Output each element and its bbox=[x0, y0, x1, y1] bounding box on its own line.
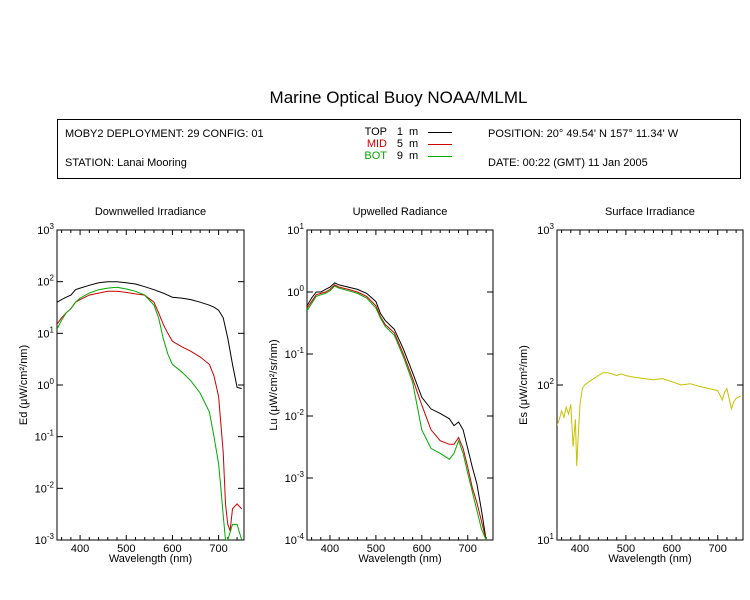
x-tick-label: 700 bbox=[209, 543, 227, 555]
series-line-bot bbox=[307, 285, 487, 540]
y-tick-label: 101 bbox=[287, 222, 304, 237]
x-axis-label: Wavelength (nm) bbox=[608, 553, 691, 565]
y-axis-label: Ed (μW/cm²/nm) bbox=[18, 345, 30, 425]
y-tick-label: 10-1 bbox=[285, 346, 305, 361]
y-tick-label: 102 bbox=[537, 377, 554, 392]
y-tick-label: 100 bbox=[287, 284, 304, 299]
y-tick-label: 101 bbox=[537, 532, 554, 547]
y-tick-label: 10-2 bbox=[35, 480, 55, 495]
legend-line bbox=[428, 144, 452, 145]
info-box: MOBY2 DEPLOYMENT: 29 CONFIG: 01 STATION:… bbox=[57, 119, 741, 179]
y-axis-label: Es (μW/cm²/nm) bbox=[518, 345, 530, 425]
legend-depth: 1 bbox=[396, 126, 403, 138]
series-line-top bbox=[307, 282, 487, 540]
station-label: STATION: Lanai Mooring bbox=[65, 157, 187, 169]
x-tick-label: 600 bbox=[413, 543, 431, 555]
series-line-mid bbox=[307, 284, 487, 540]
upwelled-radiance-chart: Upwelled Radiance 400 500 600 700 10-4 10-3 10-… bbox=[268, 206, 494, 565]
x-axis-label: Wavelength (nm) bbox=[358, 553, 441, 565]
legend-name: BOT bbox=[364, 150, 387, 162]
x-tick-label: 400 bbox=[71, 543, 89, 555]
legend-unit: m bbox=[409, 138, 419, 150]
legend-line bbox=[428, 132, 452, 133]
x-tick-label: 700 bbox=[459, 543, 477, 555]
y-tick-label: 100 bbox=[37, 377, 54, 392]
legend-name: MID bbox=[366, 138, 387, 150]
chart-title: Marine Optical Buoy NOAA/MLML bbox=[269, 88, 528, 107]
x-tick-label: 500 bbox=[117, 543, 135, 555]
y-tick-label: 103 bbox=[537, 222, 554, 237]
x-tick-label: 600 bbox=[663, 543, 681, 555]
x-axis-label: Wavelength (nm) bbox=[109, 553, 192, 565]
y-tick-label: 10-3 bbox=[35, 532, 55, 547]
series-line-es bbox=[557, 372, 741, 467]
y-tick-label: 10-3 bbox=[285, 470, 305, 485]
panel-title: Surface Irradiance bbox=[605, 206, 695, 218]
legend-depth: 9 bbox=[396, 150, 403, 162]
legend-unit: m bbox=[409, 126, 419, 138]
position-label: POSITION: 20° 49.54' N 157° 11.34' W bbox=[488, 128, 679, 140]
y-tick-label: 101 bbox=[37, 325, 54, 340]
y-tick-label: 102 bbox=[37, 274, 54, 289]
legend-line bbox=[428, 156, 452, 157]
y-tick-label: 10-4 bbox=[285, 532, 305, 547]
downwelled-irradiance-chart: Downwelled Irradiance 400 500 600 700 10-3 10-… bbox=[18, 206, 245, 565]
legend-item-bot: BOT 9 m bbox=[358, 150, 452, 162]
x-tick-label: 500 bbox=[367, 543, 385, 555]
x-tick-label: 400 bbox=[321, 543, 339, 555]
legend-depth: 5 bbox=[396, 138, 403, 150]
x-tick-label: 400 bbox=[571, 543, 589, 555]
y-tick-label: 10-1 bbox=[35, 429, 55, 444]
panel-title: Downwelled Irradiance bbox=[95, 206, 206, 218]
y-tick-label: 103 bbox=[37, 222, 54, 237]
series-line-top bbox=[57, 281, 242, 390]
legend-item-top: TOP 1 m bbox=[358, 126, 452, 138]
deployment-label: MOBY2 DEPLOYMENT: 29 CONFIG: 01 bbox=[65, 128, 264, 140]
legend-name: TOP bbox=[364, 126, 387, 138]
plot-frame bbox=[306, 229, 494, 541]
series-line-mid bbox=[57, 290, 243, 532]
x-tick-label: 500 bbox=[617, 543, 635, 555]
x-tick-label: 600 bbox=[163, 543, 181, 555]
legend-item-mid: MID 5 m bbox=[358, 138, 452, 150]
y-axis-label: Lu (μW/cm²/sr/nm) bbox=[268, 339, 280, 430]
panel-title: Upwelled Radiance bbox=[353, 206, 448, 218]
date-label: DATE: 00:22 (GMT) 11 Jan 2005 bbox=[488, 157, 648, 169]
legend-unit: m bbox=[409, 150, 419, 162]
x-tick-label: 700 bbox=[709, 543, 727, 555]
surface-irradiance-chart: Surface Irradiance 400 500 600 700 101 102 103 W… bbox=[518, 206, 744, 565]
series-line-bot bbox=[57, 286, 243, 540]
y-tick-label: 10-2 bbox=[285, 408, 305, 423]
